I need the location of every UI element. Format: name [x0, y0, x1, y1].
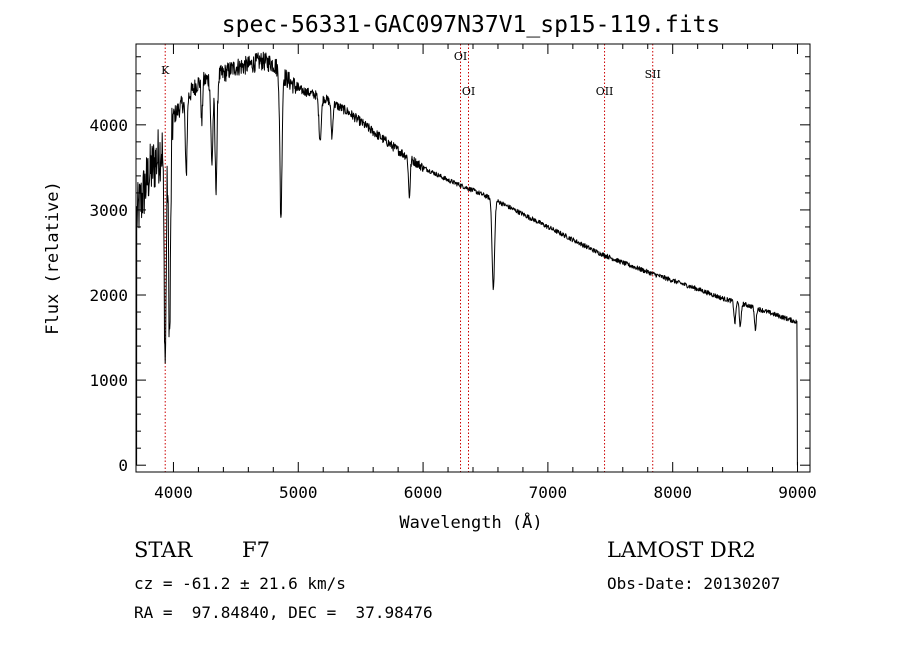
x-tick-label: 7000: [529, 483, 568, 502]
y-tick-label: 2000: [89, 286, 128, 305]
observation-date: Obs-Date: 20130207: [607, 574, 781, 593]
x-tick-label: 8000: [653, 483, 692, 502]
line-marker-label: SII: [645, 68, 661, 81]
y-tick-label: 1000: [89, 371, 128, 390]
y-axis-ticks: 0 1000 2000 3000 4000: [89, 56, 810, 475]
object-subclass: F7: [242, 538, 270, 562]
line-marker-label: OI: [462, 85, 475, 98]
x-tick-label: 9000: [778, 483, 817, 502]
redshift-readout: cz = -61.2 ± 21.6 km/s: [134, 574, 346, 593]
x-tick-label: 4000: [154, 483, 193, 502]
y-tick-label: 3000: [89, 201, 128, 220]
spectrum-line: [136, 51, 798, 466]
line-marker-label: OII: [596, 85, 614, 98]
survey-name: LAMOST DR2: [607, 538, 756, 562]
line-marker-label: K: [161, 64, 170, 77]
x-axis-label: Wavelength (Å): [399, 511, 542, 533]
y-axis-label: Flux (relative): [43, 181, 63, 335]
line-markers: [164, 44, 654, 472]
y-tick-label: 4000: [89, 116, 128, 135]
chart-title: spec-56331-GAC097N37V1_sp15-119.fits: [222, 12, 721, 38]
plot-frame: [135, 43, 811, 473]
x-tick-label: 5000: [279, 483, 318, 502]
x-axis-ticks: 4000 5000 6000 7000 8000 9000: [154, 44, 817, 502]
line-marker-labels: K OI OI OII SII: [161, 50, 661, 98]
coordinates-readout: RA = 97.84840, DEC = 37.98476: [134, 603, 433, 622]
x-tick-label: 6000: [404, 483, 443, 502]
y-tick-label: 0: [118, 456, 128, 475]
line-marker-label: OI: [454, 50, 467, 63]
object-class: STAR: [134, 538, 193, 562]
